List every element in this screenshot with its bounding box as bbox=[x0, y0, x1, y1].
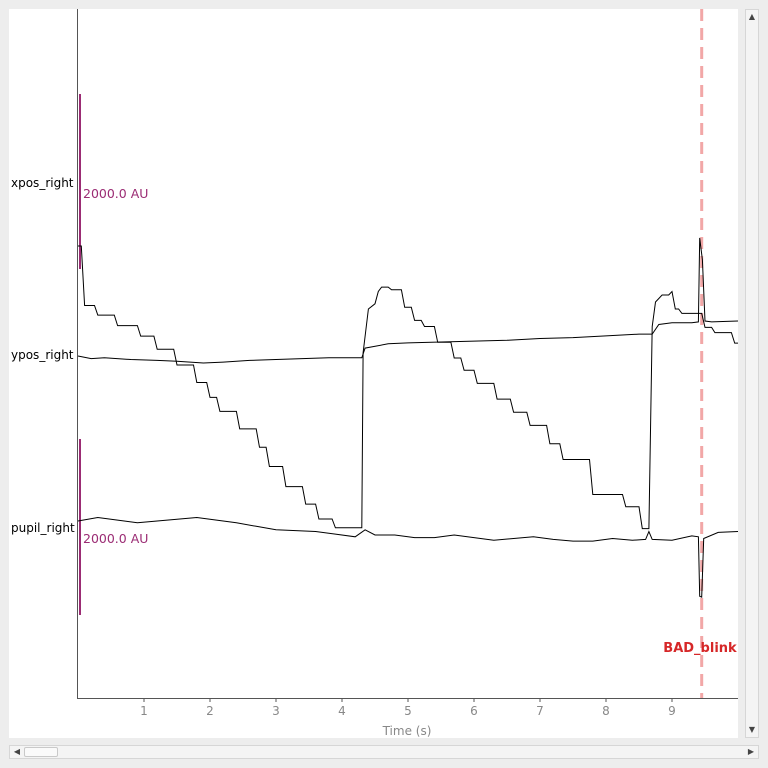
trace-pupil-right[interactable] bbox=[77, 516, 738, 598]
x-tick-label-7: 7 bbox=[536, 704, 544, 718]
scroll-left-arrow-icon[interactable]: ◀ bbox=[13, 747, 21, 756]
channel-label-xpos-right[interactable]: xpos_right bbox=[11, 176, 74, 190]
raw-data-plot[interactable]: xpos_right ypos_right pupil_right 2000.0… bbox=[9, 9, 738, 738]
scale-bar-label-xpos: 2000.0 AU bbox=[83, 186, 148, 201]
channel-label-pupil-right[interactable]: pupil_right bbox=[11, 521, 75, 535]
scroll-down-arrow-icon[interactable]: ▼ bbox=[748, 725, 756, 734]
trace-xpos-right[interactable] bbox=[78, 245, 738, 530]
x-tick-label-3: 3 bbox=[272, 704, 280, 718]
x-tick-label-8: 8 bbox=[602, 704, 610, 718]
x-tick-label-5: 5 bbox=[404, 704, 412, 718]
plot-canvas[interactable]: xpos_right ypos_right pupil_right 2000.0… bbox=[9, 9, 738, 738]
channel-label-ypos-right[interactable]: ypos_right bbox=[11, 348, 74, 362]
scroll-right-arrow-icon[interactable]: ▶ bbox=[747, 747, 755, 756]
trace-layer bbox=[77, 237, 738, 598]
vertical-scrollbar[interactable]: ▲ ▼ bbox=[745, 9, 759, 738]
horizontal-scrollbar[interactable]: ◀ ▶ bbox=[9, 745, 759, 759]
x-tick-label-1: 1 bbox=[140, 704, 148, 718]
annotation-label-bad-blink[interactable]: BAD_blink bbox=[663, 641, 737, 656]
trace-ypos-right[interactable] bbox=[77, 237, 738, 364]
x-axis-label: Time (s) bbox=[382, 724, 432, 738]
x-tick-label-4: 4 bbox=[338, 704, 346, 718]
x-axis-ticks: 1 2 3 4 5 6 7 8 9 bbox=[140, 698, 676, 718]
x-tick-label-2: 2 bbox=[206, 704, 214, 718]
x-tick-label-6: 6 bbox=[470, 704, 478, 718]
scroll-up-arrow-icon[interactable]: ▲ bbox=[748, 12, 756, 21]
x-tick-label-9: 9 bbox=[668, 704, 676, 718]
scale-bar-label-pupil: 2000.0 AU bbox=[83, 531, 148, 546]
horizontal-scroll-thumb[interactable] bbox=[24, 747, 58, 757]
